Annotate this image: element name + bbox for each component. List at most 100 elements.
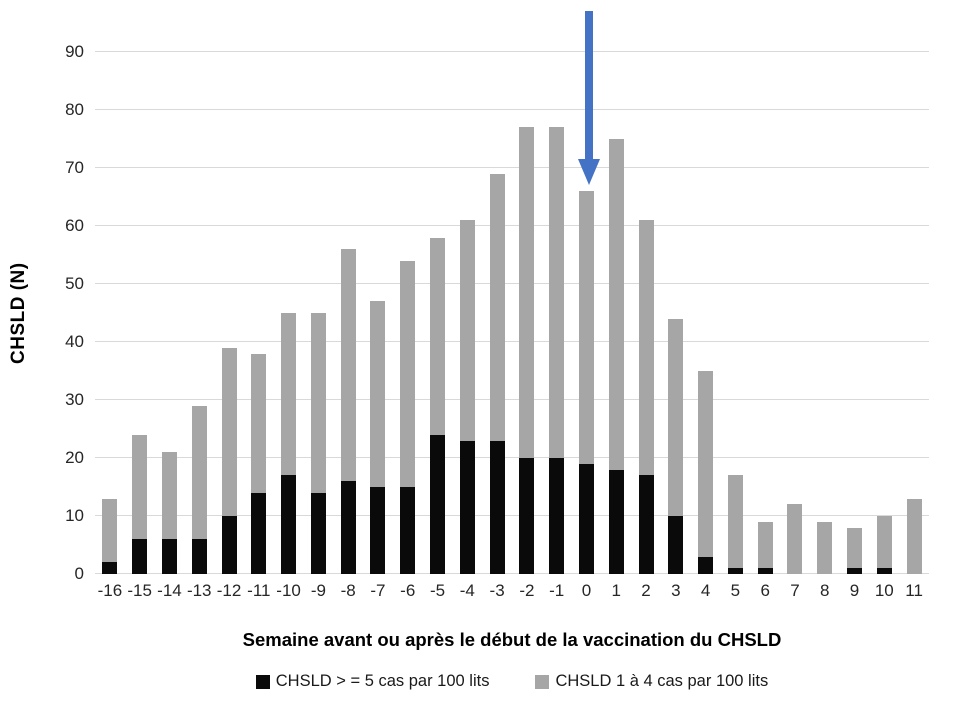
bar-ge5-week--10: [281, 475, 297, 574]
bar-ge5-week-4: [698, 556, 714, 574]
bar-ge5-week--12: [221, 516, 237, 574]
bar-ge5-week--4: [459, 440, 475, 574]
x-tick-label--14: -14: [157, 581, 182, 600]
x-tick-label-7: 7: [790, 581, 800, 600]
bar-1to4-week-7: [787, 504, 803, 574]
bar-1to4-week-4: [698, 371, 714, 557]
bar-ge5-week--9: [310, 492, 326, 574]
bar-1to4-week--2: [519, 127, 535, 458]
bar-1to4-week--5: [430, 237, 446, 435]
gridline-y-20: [95, 457, 929, 458]
legend-swatch-black: [255, 674, 270, 689]
bar-ge5-week--8: [340, 481, 356, 574]
x-tick-label--8: -8: [340, 581, 356, 600]
bar-1to4-week-6: [757, 521, 773, 569]
y-tick-label-70: 70: [65, 158, 84, 177]
legend: CHSLD > = 5 cas par 100 lits CHSLD 1 à 4…: [95, 672, 929, 691]
bar-1to4-week--6: [400, 260, 416, 487]
bar-ge5-week--15: [132, 539, 148, 574]
x-tick-label-9: 9: [849, 581, 860, 600]
bar-1to4-week-2: [638, 220, 654, 476]
x-tick-label-1: 1: [611, 581, 621, 600]
bar-ge5-week--16: [102, 562, 118, 574]
bar-ge5-week--3: [489, 440, 505, 574]
x-tick-label-11: 11: [905, 581, 923, 600]
x-tick-label--2: -2: [519, 581, 535, 600]
bar-1to4-week--3: [489, 173, 505, 441]
gridline-y-30: [95, 399, 929, 400]
x-tick-label--15: -15: [127, 581, 152, 600]
y-tick-label-20: 20: [65, 448, 84, 467]
bar-ge5-week--11: [251, 492, 267, 574]
y-tick-label-80: 80: [65, 100, 84, 119]
bar-1to4-week-11: [906, 498, 922, 574]
bar-1to4-week-0: [578, 191, 594, 464]
y-tick-label-10: 10: [65, 506, 84, 525]
gridline-y-80: [95, 109, 929, 110]
x-tick-label--4: -4: [459, 581, 475, 600]
x-tick-label--3: -3: [489, 581, 505, 600]
x-tick-label-2: 2: [641, 581, 651, 600]
x-axis-title: Semaine avant ou après le début de la va…: [242, 629, 782, 650]
y-tick-label-60: 60: [65, 216, 84, 235]
x-tick-label--13: -13: [186, 581, 212, 600]
legend-label-ge5: CHSLD > = 5 cas par 100 lits: [275, 672, 490, 690]
bar-ge5-week--5: [430, 434, 446, 574]
bar-1to4-week-9: [847, 527, 863, 569]
x-tick-label--1: -1: [549, 581, 565, 600]
bar-ge5-week-3: [668, 516, 684, 574]
plot-area: [95, 51, 929, 574]
bar-ge5-week--6: [400, 487, 416, 574]
x-tick-label-5: 5: [730, 581, 741, 600]
legend-swatch-gray: [535, 674, 550, 689]
bar-1to4-week--16: [102, 498, 118, 563]
bar-1to4-week--15: [132, 434, 148, 540]
bar-1to4-week-1: [608, 139, 624, 470]
bar-1to4-week-10: [876, 516, 892, 569]
legend-item-ge5: CHSLD > = 5 cas par 100 lits: [255, 672, 490, 691]
bar-1to4-week-8: [817, 521, 833, 574]
x-tick-label--9: -9: [310, 581, 326, 600]
x-tick-label-8: 8: [820, 581, 830, 600]
bar-ge5-week-2: [638, 475, 654, 574]
bar-ge5-week-5: [727, 568, 743, 574]
gridline-y-10: [95, 515, 929, 516]
bar-ge5-week--14: [161, 539, 177, 574]
y-tick-label-0: 0: [74, 564, 84, 583]
bar-ge5-week--13: [191, 539, 207, 574]
x-tick-label--6: -6: [400, 581, 416, 600]
x-tick-label--10: -10: [276, 581, 301, 600]
gridline-y-50: [95, 283, 929, 284]
gridline-y-70: [95, 167, 929, 168]
x-tick-label-4: 4: [700, 581, 711, 600]
bar-1to4-week--13: [191, 405, 207, 540]
bar-ge5-week-0: [578, 463, 594, 574]
x-tick-label--7: -7: [370, 581, 386, 600]
y-tick-label-50: 50: [65, 274, 84, 293]
bar-ge5-week-10: [876, 568, 892, 574]
legend-label-1to4: CHSLD 1 à 4 cas par 100 lits: [555, 672, 769, 690]
x-tick-label--5: -5: [429, 581, 446, 600]
bar-1to4-week--1: [549, 127, 565, 458]
y-tick-label-90: 90: [65, 42, 84, 61]
bar-1to4-week-5: [727, 475, 743, 569]
x-tick-label--16: -16: [97, 581, 123, 600]
x-tick-label--11: -11: [247, 581, 271, 600]
bar-1to4-week--4: [459, 220, 475, 441]
gridline-y-90: [95, 51, 929, 52]
bar-1to4-week--12: [221, 347, 237, 516]
bar-ge5-week--1: [549, 458, 565, 574]
bar-1to4-week--8: [340, 249, 356, 482]
x-tick-label-6: 6: [760, 581, 770, 600]
bar-ge5-week--7: [370, 487, 386, 574]
vaccination-start-arrow-icon: [578, 11, 600, 185]
bar-1to4-week--9: [310, 313, 326, 493]
bar-ge5-week-1: [608, 469, 624, 574]
legend-item-1to4: CHSLD 1 à 4 cas par 100 lits: [535, 672, 768, 691]
x-tick-label-10: 10: [874, 581, 894, 600]
bar-1to4-week-3: [668, 318, 684, 516]
bar-1to4-week--11: [251, 353, 267, 493]
y-tick-label-40: 40: [65, 332, 84, 351]
x-tick-label-3: 3: [671, 581, 681, 600]
